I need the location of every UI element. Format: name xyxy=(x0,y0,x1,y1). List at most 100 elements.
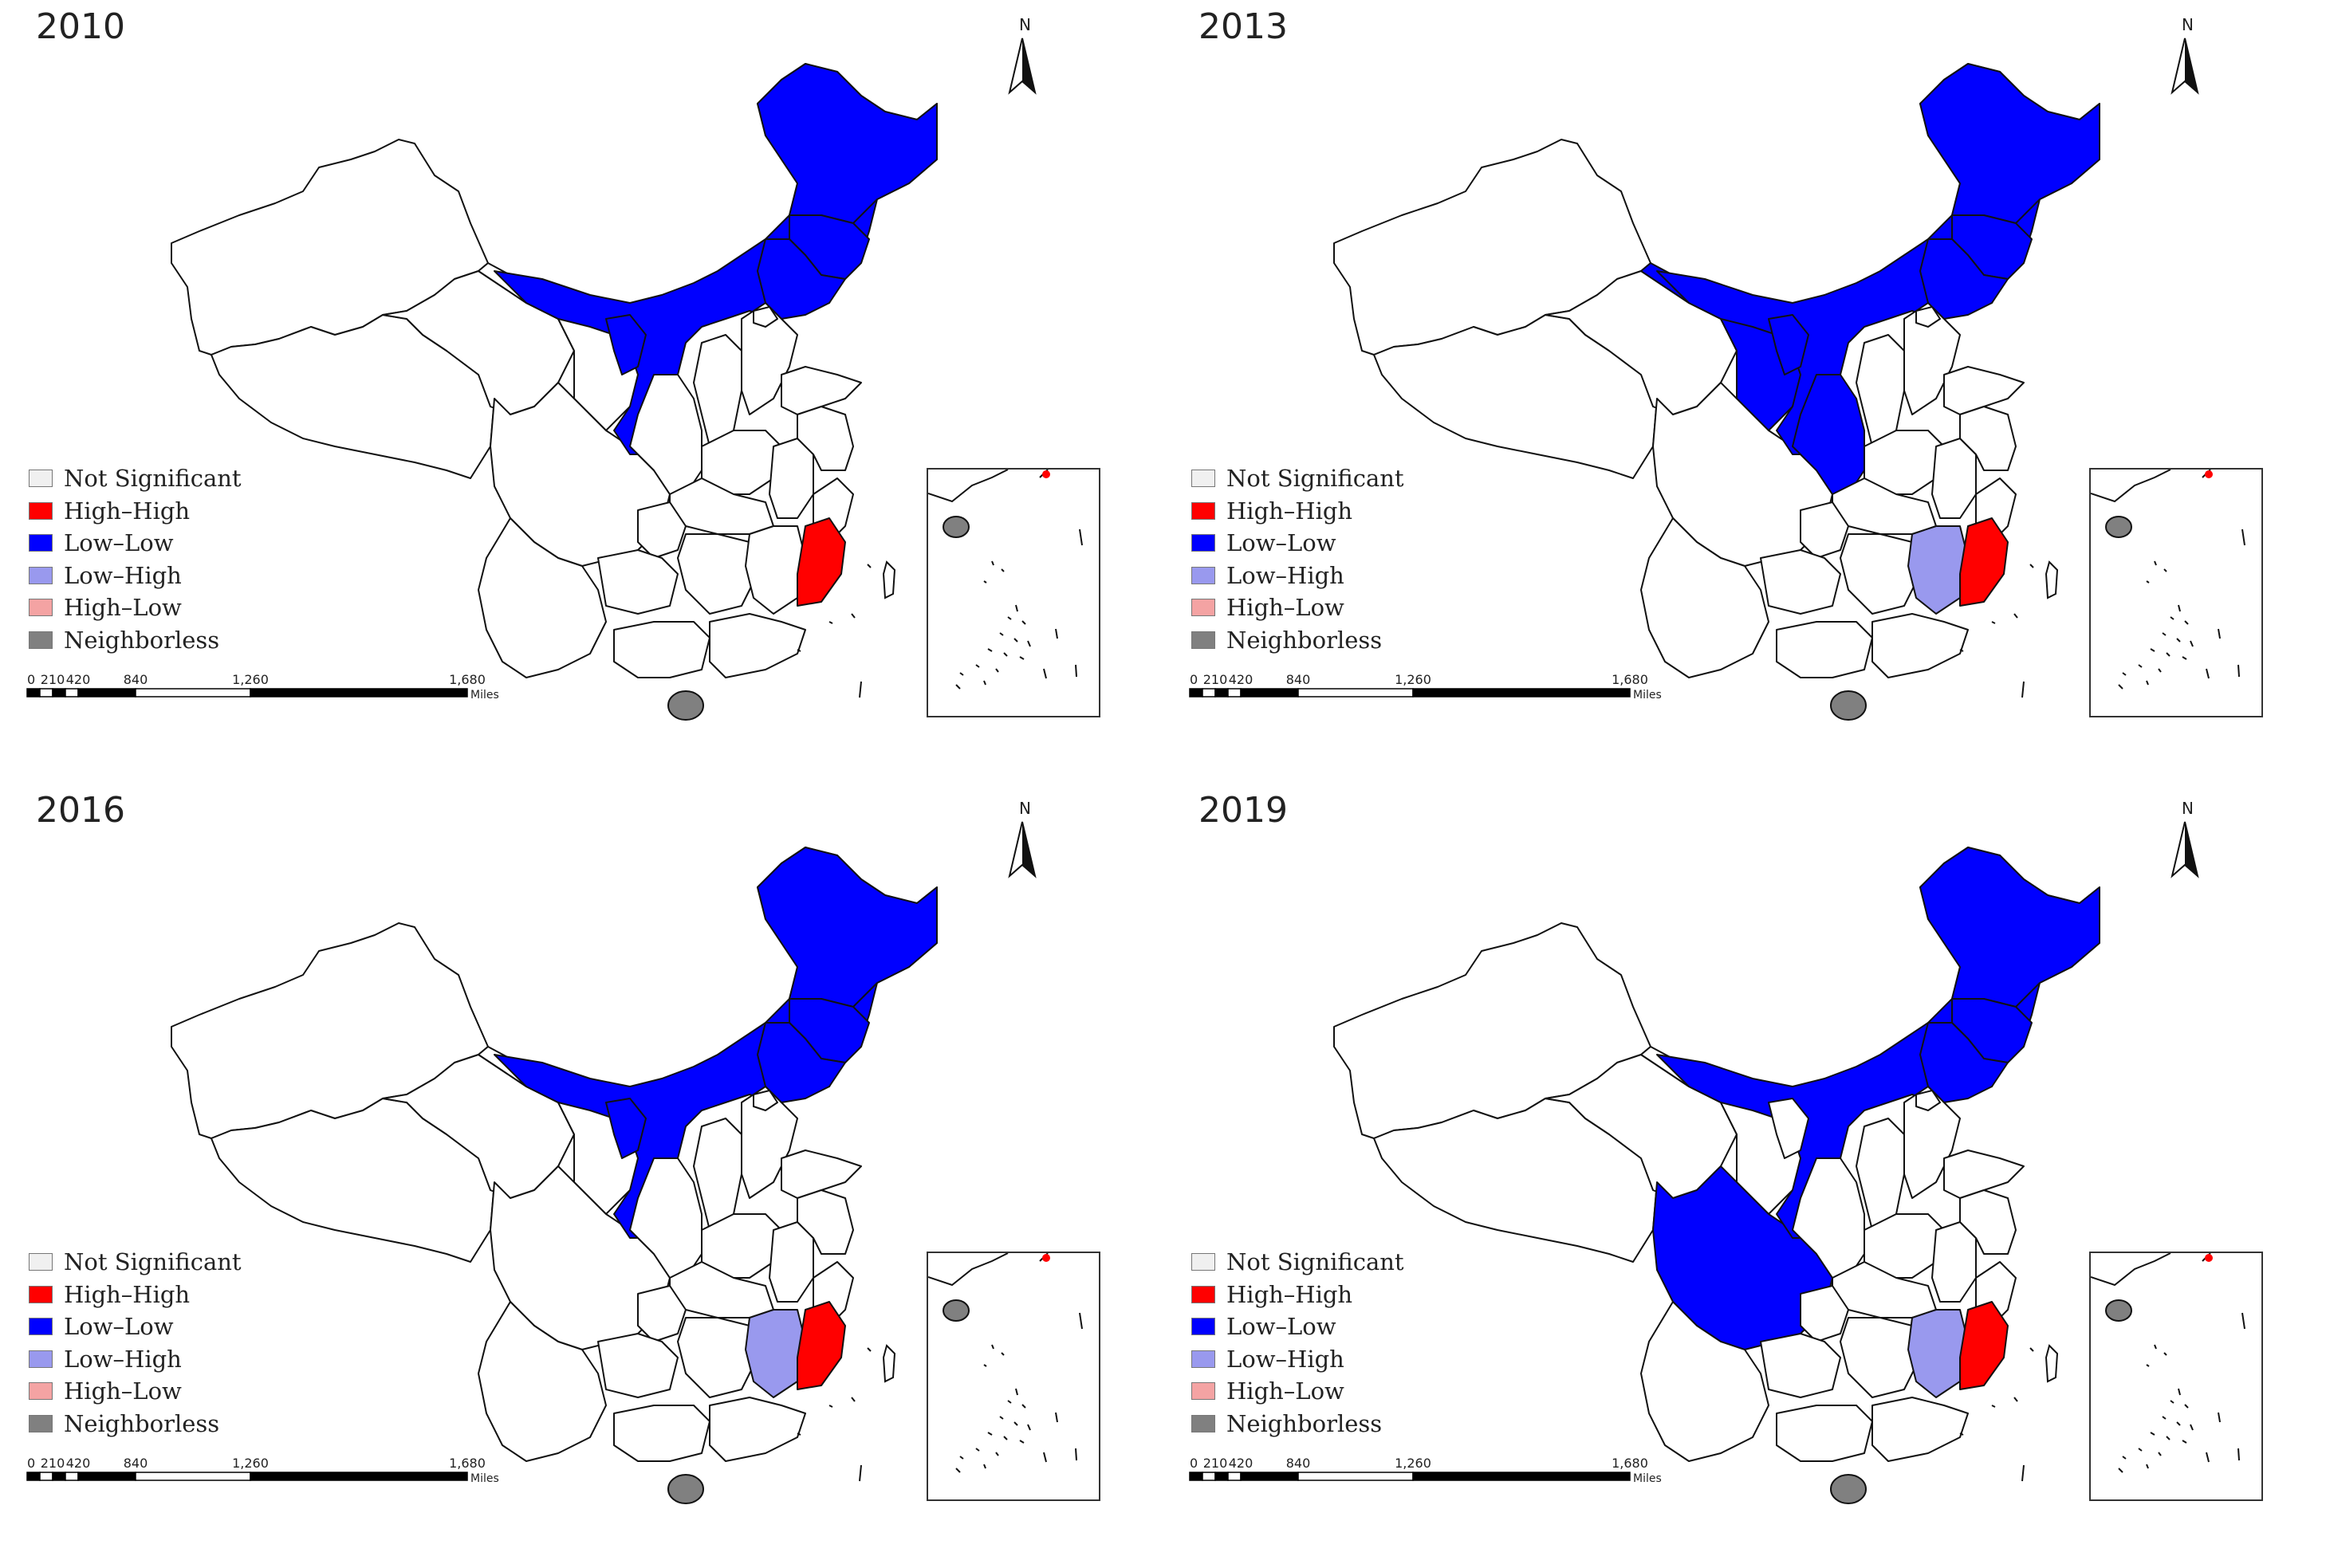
scale-segment xyxy=(1202,1472,1216,1481)
scale-unit: Miles xyxy=(470,689,499,701)
scale-tick-label: 1,680 xyxy=(449,672,486,687)
province-hunan xyxy=(1840,1317,1921,1398)
province-jiangxi xyxy=(1907,1309,1969,1398)
legend-item: Low–Low xyxy=(29,527,242,560)
legend: Not Significant High–High Low–Low Low–High H… xyxy=(29,1246,242,1440)
island-mark xyxy=(2021,681,2025,698)
map-graphic xyxy=(1333,63,2100,721)
island-mark xyxy=(828,1405,833,1408)
scale-segment xyxy=(1202,688,1216,698)
scale-segment xyxy=(135,688,251,698)
scale-segment xyxy=(1412,1472,1631,1481)
north-label: N xyxy=(2182,799,2194,818)
scale-tick-label: 210 xyxy=(41,1456,65,1471)
legend-label: Low–Low xyxy=(1226,1313,1336,1341)
scale-segment xyxy=(52,688,66,698)
province-yunnan xyxy=(478,517,607,678)
island-mark xyxy=(851,613,856,619)
legend-item: Not Significant xyxy=(29,1246,242,1279)
province-beijing xyxy=(1915,1090,1941,1111)
scale-tick-label: 1,260 xyxy=(1395,1456,1431,1471)
legend-label: Not Significant xyxy=(1226,1248,1404,1276)
scale-tick-label: 420 xyxy=(66,1456,91,1471)
scale-segment xyxy=(1297,1472,1414,1481)
legend-label: Low–High xyxy=(64,1345,182,1373)
scale-tick-label: 0 xyxy=(27,672,35,687)
island-mark xyxy=(867,1347,872,1352)
scale-segment xyxy=(250,688,468,698)
province-hunan xyxy=(677,1317,758,1398)
province-chongqing xyxy=(1800,501,1849,559)
map-graphic xyxy=(1333,847,2100,1504)
legend-swatch xyxy=(29,1382,53,1401)
province-liaoning xyxy=(1919,1022,2009,1103)
province-liaoning xyxy=(757,1022,846,1103)
scale-tick-label: 1,680 xyxy=(1612,1456,1648,1471)
scale-segment xyxy=(39,688,53,698)
province-hainan xyxy=(667,690,704,721)
province-anhui xyxy=(1931,1221,1977,1303)
scale-tick-label: 420 xyxy=(66,672,91,687)
legend-item: Low–Low xyxy=(1191,1311,1404,1343)
scale-segment xyxy=(26,1472,41,1481)
panel-year-title: 2016 xyxy=(36,790,125,831)
scale-unit: Miles xyxy=(470,1472,499,1485)
island-mark xyxy=(2021,1464,2025,1482)
scale-segment xyxy=(1240,688,1299,698)
province-guizhou xyxy=(597,1333,679,1398)
legend-swatch xyxy=(1191,534,1215,552)
map-panel-2016: 2016 N Not Significant High–High Low–Low Low… xyxy=(0,784,1163,1567)
island-taiwan xyxy=(2045,560,2059,599)
province-fujian xyxy=(797,517,846,607)
province-yunnan xyxy=(1640,1301,1769,1462)
scale-segment xyxy=(52,1472,66,1481)
legend-swatch xyxy=(29,534,53,552)
province-shandong xyxy=(781,366,862,415)
legend-item: Low–High xyxy=(1191,1343,1404,1376)
province-jiangxi xyxy=(745,1309,806,1398)
island-mark xyxy=(867,564,872,568)
north-label: N xyxy=(1019,799,1031,818)
legend-item: High–High xyxy=(1191,495,1404,528)
province-jiangsu xyxy=(1959,406,2017,471)
scale-tick-label: 210 xyxy=(1203,1456,1228,1471)
map-panel-2010: 2010 N Not Significant High–High Low–Low Low… xyxy=(0,0,1163,784)
legend-item: High–High xyxy=(29,1279,242,1311)
scale-segment xyxy=(1189,688,1203,698)
south-china-sea-inset xyxy=(2089,1252,2263,1501)
scale-tick-label: 0 xyxy=(1190,672,1198,687)
legend-swatch xyxy=(29,1350,53,1368)
legend-item: Not Significant xyxy=(1191,462,1404,495)
legend-swatch xyxy=(29,1414,53,1432)
scale-segment xyxy=(65,688,79,698)
province-shandong xyxy=(1943,1149,2025,1199)
province-heilongjiang xyxy=(1919,63,2100,224)
legend-label: High–Low xyxy=(1226,594,1344,622)
scale-tick-label: 1,260 xyxy=(1395,672,1431,687)
province-beijing xyxy=(753,1090,778,1111)
legend-item: Not Significant xyxy=(29,462,242,495)
province-guangxi xyxy=(613,621,710,678)
legend-item: Not Significant xyxy=(1191,1246,1404,1279)
scale-unit: Miles xyxy=(1633,1472,1662,1485)
province-hunan xyxy=(1840,533,1921,615)
north-arrow-icon: N xyxy=(2161,13,2209,100)
scale-tick-label: 840 xyxy=(124,672,148,687)
legend-label: High–Low xyxy=(64,1377,182,1405)
province-jiangsu xyxy=(797,1189,854,1255)
north-arrow-icon: N xyxy=(998,796,1046,884)
legend-item: Neighborless xyxy=(29,1408,242,1440)
legend-label: High–High xyxy=(64,1280,191,1308)
province-guangdong xyxy=(1871,1397,1969,1462)
province-jiangxi xyxy=(745,525,806,615)
legend-item: Neighborless xyxy=(1191,624,1404,657)
legend-item: High–Low xyxy=(1191,1375,1404,1408)
legend-item: High–Low xyxy=(29,591,242,624)
province-hunan xyxy=(677,533,758,615)
legend-label: Not Significant xyxy=(64,1248,242,1276)
province-jiangxi xyxy=(1907,525,1969,615)
scale-tick-label: 210 xyxy=(41,672,65,687)
province-jiangsu xyxy=(797,406,854,471)
